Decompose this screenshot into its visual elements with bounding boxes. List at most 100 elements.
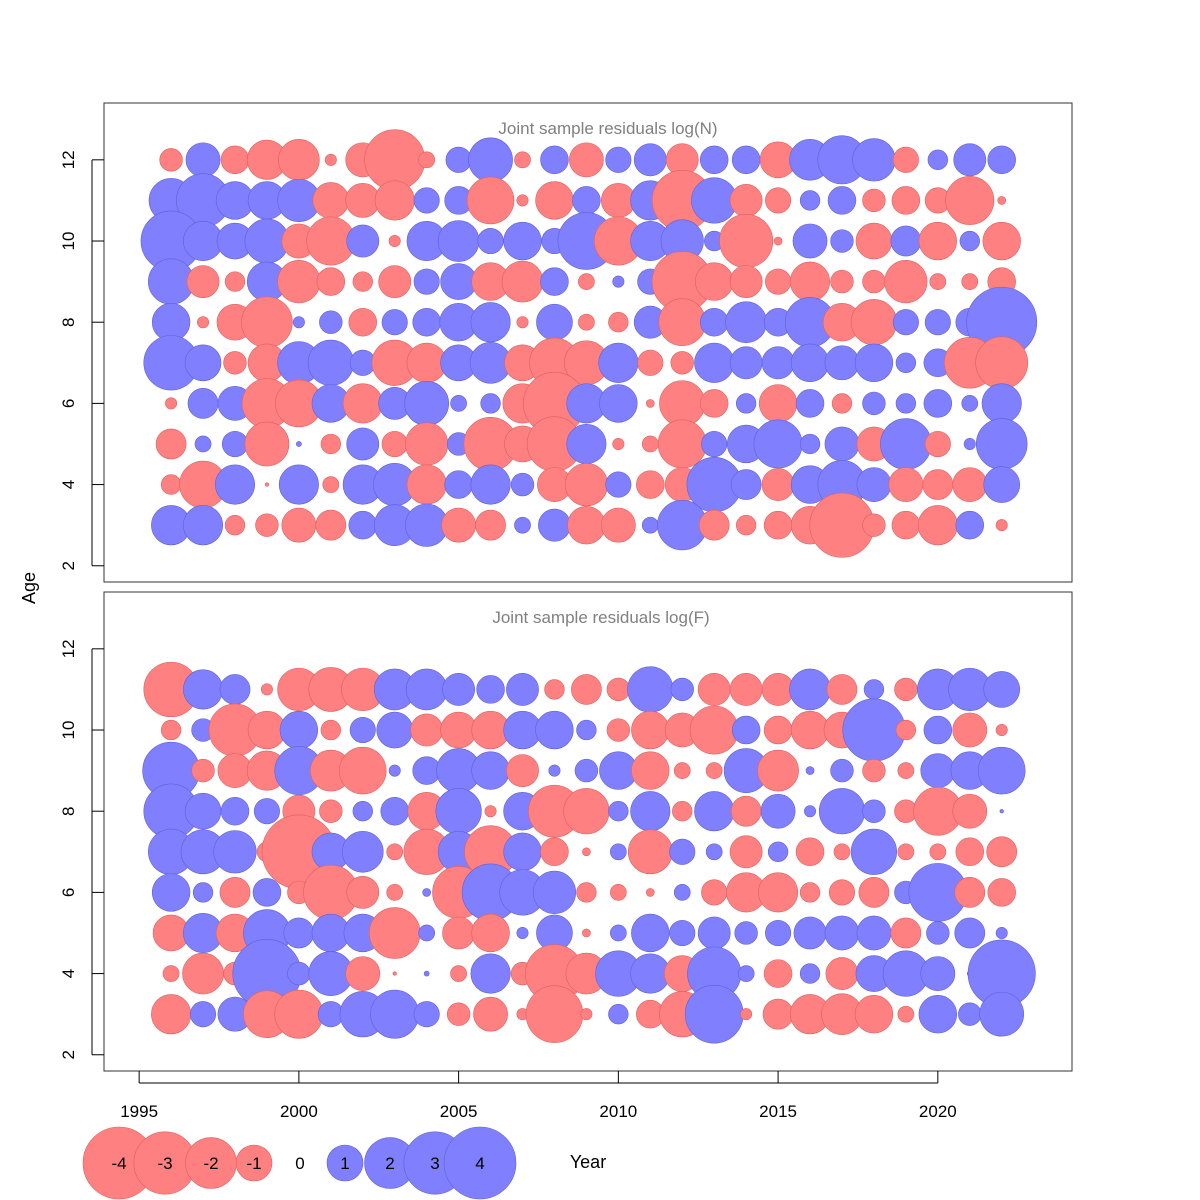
residual-bubble: [320, 719, 341, 741]
panel-top-title: Joint sample residuals log(N): [498, 119, 717, 138]
residual-bubble: [475, 509, 506, 541]
residual-bubble: [606, 718, 631, 742]
residual-bubble: [731, 715, 761, 745]
y-tick-label: 6: [59, 888, 78, 897]
residual-bubble: [405, 668, 448, 711]
residual-bubble: [888, 467, 924, 502]
residual-bubble: [958, 1002, 982, 1026]
residual-bubble: [828, 879, 856, 906]
residual-bubble: [525, 985, 584, 1043]
residual-bubble: [959, 230, 980, 252]
residual-bubble: [729, 265, 763, 299]
residual-bubble: [471, 913, 510, 953]
residual-bubble: [830, 229, 854, 253]
residual-bubble: [600, 507, 636, 543]
residual-bubble: [187, 388, 219, 419]
residual-bubble: [319, 799, 343, 823]
residual-bubble: [540, 267, 569, 296]
y-tick-label: 12: [59, 150, 78, 169]
residual-bubble: [855, 222, 893, 260]
residual-bubble: [731, 145, 761, 175]
residual-bubble: [252, 878, 282, 907]
residual-bubble: [339, 746, 387, 795]
residual-bubble: [516, 194, 529, 207]
residual-bubble: [608, 312, 629, 333]
residual-bubble: [926, 921, 950, 945]
residual-bubble: [922, 469, 954, 500]
residual-bubble: [924, 430, 951, 458]
residual-bubble: [277, 260, 321, 304]
residual-bubble: [694, 342, 735, 383]
residual-bubble: [790, 261, 831, 302]
residual-bubble: [598, 342, 639, 383]
residual-bubble: [824, 345, 860, 381]
residual-bubble: [995, 926, 1008, 939]
residual-bubble: [241, 296, 293, 348]
residual-bubble: [895, 352, 917, 373]
residual-bubble: [503, 832, 542, 871]
residual-bubble: [279, 710, 319, 750]
residual-bubble: [763, 959, 793, 988]
residual-bubble: [979, 991, 1025, 1037]
residual-bubble: [348, 307, 378, 337]
residual-bubble: [824, 426, 860, 462]
residual-bubble: [224, 515, 246, 536]
residual-bubble: [927, 149, 948, 170]
residual-bubble: [544, 679, 565, 700]
residual-bubble: [576, 719, 597, 741]
y-tick-label: 2: [59, 1050, 78, 1059]
legend: -4 -3 -2 -1 0 1 2 3 4: [82, 1126, 517, 1200]
residual-bubble: [757, 749, 799, 792]
residual-bubble: [977, 746, 1026, 795]
residual-bubble: [281, 507, 317, 543]
residual-bubble: [897, 762, 915, 779]
legend-label: 2: [385, 1154, 394, 1173]
residual-bubble: [609, 884, 627, 901]
residual-bubble: [658, 298, 707, 346]
residual-bubble: [506, 754, 539, 788]
residual-bubble: [388, 235, 401, 248]
residual-bubble: [831, 393, 853, 414]
residual-bubble: [630, 791, 671, 832]
residual-bubble: [219, 877, 251, 908]
residual-bubble: [753, 419, 803, 469]
residual-bubble: [854, 343, 894, 382]
residual-bubble: [790, 710, 830, 750]
residual-bubble: [441, 507, 476, 543]
legend-label: 1: [340, 1154, 349, 1173]
residual-bubble: [435, 788, 482, 835]
residual-bubble: [574, 758, 599, 783]
residual-bubble: [278, 464, 319, 505]
residual-bubble: [612, 437, 625, 450]
residual-bubble: [862, 799, 886, 823]
residual-bubble: [850, 828, 897, 875]
residual-bubble: [422, 888, 431, 897]
residual-bubble: [423, 970, 430, 977]
residual-bubble: [410, 713, 444, 747]
y-axis-title: Age: [19, 572, 39, 604]
residual-bubble: [758, 872, 799, 913]
residual-bubble: [924, 309, 951, 336]
residual-bubble: [477, 227, 504, 255]
residual-bubble: [923, 715, 953, 745]
residual-bubble: [405, 422, 449, 466]
residual-bubble: [735, 515, 757, 536]
residual-bubble: [503, 221, 542, 261]
residual-bubble: [669, 919, 696, 947]
residual-bubble: [440, 263, 477, 300]
residual-bubble: [799, 433, 821, 455]
residual-bubble: [296, 441, 302, 447]
residual-bubble: [378, 265, 412, 299]
residual-bubble: [197, 316, 210, 329]
residual-bubble: [582, 847, 591, 857]
residual-bubble: [637, 349, 664, 376]
residual-bubble: [767, 841, 789, 862]
residual-bubble: [975, 336, 1029, 390]
y-tick-label: 2: [59, 561, 78, 570]
residual-bubble: [897, 843, 915, 861]
residual-bubble: [348, 510, 378, 540]
residual-bubble: [799, 963, 821, 984]
residual-bubble: [804, 805, 817, 818]
residual-bubble: [799, 882, 821, 903]
x-axis: 1995 2000 2005 2010 2015 2020: [120, 1071, 957, 1121]
